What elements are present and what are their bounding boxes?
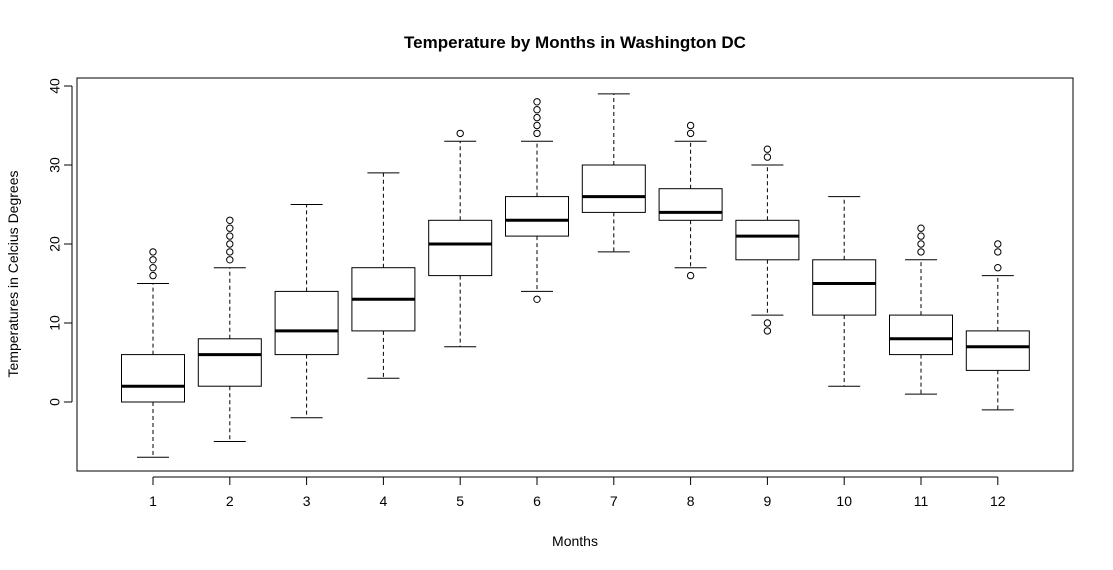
iqr-box xyxy=(581,164,646,213)
box-month-5 xyxy=(428,129,493,348)
iqr-box xyxy=(197,338,262,387)
box-month-4 xyxy=(351,172,416,379)
outlier-point xyxy=(533,295,541,303)
iqr-box xyxy=(505,196,569,237)
boxes-group xyxy=(121,93,1030,458)
outlier-point xyxy=(533,106,541,114)
iqr-box xyxy=(428,219,493,277)
x-tick-label: 3 xyxy=(303,493,311,509)
outlier-point xyxy=(533,129,541,138)
x-axis: 1 2 3 4 5 6 7 8 9 10 11 12 xyxy=(149,476,1006,509)
y-tick-label: 20 xyxy=(47,236,63,252)
iqr-box xyxy=(965,330,1030,371)
box-month-11 xyxy=(889,224,953,395)
x-tick-label: 12 xyxy=(990,493,1006,509)
outlier-point xyxy=(994,248,1002,256)
outlier-point xyxy=(149,271,157,280)
outlier-point xyxy=(226,248,234,256)
outlier-point xyxy=(149,256,157,264)
outlier-point xyxy=(763,319,772,327)
outlier-point xyxy=(226,256,234,264)
y-tick-label: 40 xyxy=(47,78,63,94)
outlier-point xyxy=(456,129,464,138)
outlier-point xyxy=(917,248,925,256)
y-tick-label: 30 xyxy=(47,157,63,173)
x-tick-label: 4 xyxy=(380,493,388,509)
outlier-point xyxy=(533,98,541,106)
box-month-12 xyxy=(965,240,1030,411)
x-tick-label: 2 xyxy=(226,493,234,509)
outlier-point xyxy=(533,113,541,122)
iqr-box xyxy=(658,188,723,221)
outlier-point xyxy=(763,153,772,161)
box-month-2 xyxy=(197,216,262,442)
outlier-point xyxy=(226,216,234,225)
outlier-point xyxy=(226,240,234,248)
y-tick-label: 0 xyxy=(47,398,63,406)
x-tick-label: 9 xyxy=(764,493,772,509)
x-tick-label: 10 xyxy=(836,493,852,509)
outlier-point xyxy=(686,271,695,280)
box-month-7 xyxy=(581,93,646,253)
outlier-point xyxy=(917,224,925,232)
chart-title: Temperature by Months in Washington DC xyxy=(404,33,746,52)
outlier-point xyxy=(917,240,925,248)
y-tick-label: 10 xyxy=(47,315,63,331)
outlier-point xyxy=(149,248,157,256)
outlier-point xyxy=(149,264,157,272)
iqr-box xyxy=(812,259,877,316)
box-month-9 xyxy=(735,145,800,335)
box-month-3 xyxy=(274,204,339,419)
outlier-point xyxy=(994,264,1002,272)
outlier-point xyxy=(763,327,772,335)
iqr-box xyxy=(121,354,185,403)
y-axis: 0 10 20 30 40 xyxy=(47,78,73,406)
outlier-point xyxy=(686,129,695,138)
x-tick-label: 1 xyxy=(149,493,157,509)
box-month-6 xyxy=(505,98,569,303)
iqr-box xyxy=(274,290,339,356)
outlier-point xyxy=(533,121,541,130)
outlier-point xyxy=(917,232,925,240)
x-tick-label: 8 xyxy=(687,493,695,509)
x-axis-label: Months xyxy=(552,533,598,549)
x-tick-label: 11 xyxy=(914,493,929,509)
plot-frame xyxy=(76,77,1074,472)
outlier-point xyxy=(763,145,772,153)
box-month-8 xyxy=(658,121,723,280)
y-axis-label: Temperatures in Celcius Degrees xyxy=(5,171,21,378)
outlier-point xyxy=(994,240,1002,248)
outlier-point xyxy=(226,232,234,240)
box-month-10 xyxy=(812,196,877,387)
iqr-box xyxy=(889,314,953,356)
outlier-point xyxy=(226,224,234,232)
outlier-point xyxy=(686,121,695,130)
x-tick-label: 6 xyxy=(533,493,541,509)
box-month-1 xyxy=(121,248,185,458)
x-tick-label: 7 xyxy=(610,493,618,509)
x-tick-label: 5 xyxy=(456,493,464,509)
iqr-box xyxy=(735,219,800,261)
